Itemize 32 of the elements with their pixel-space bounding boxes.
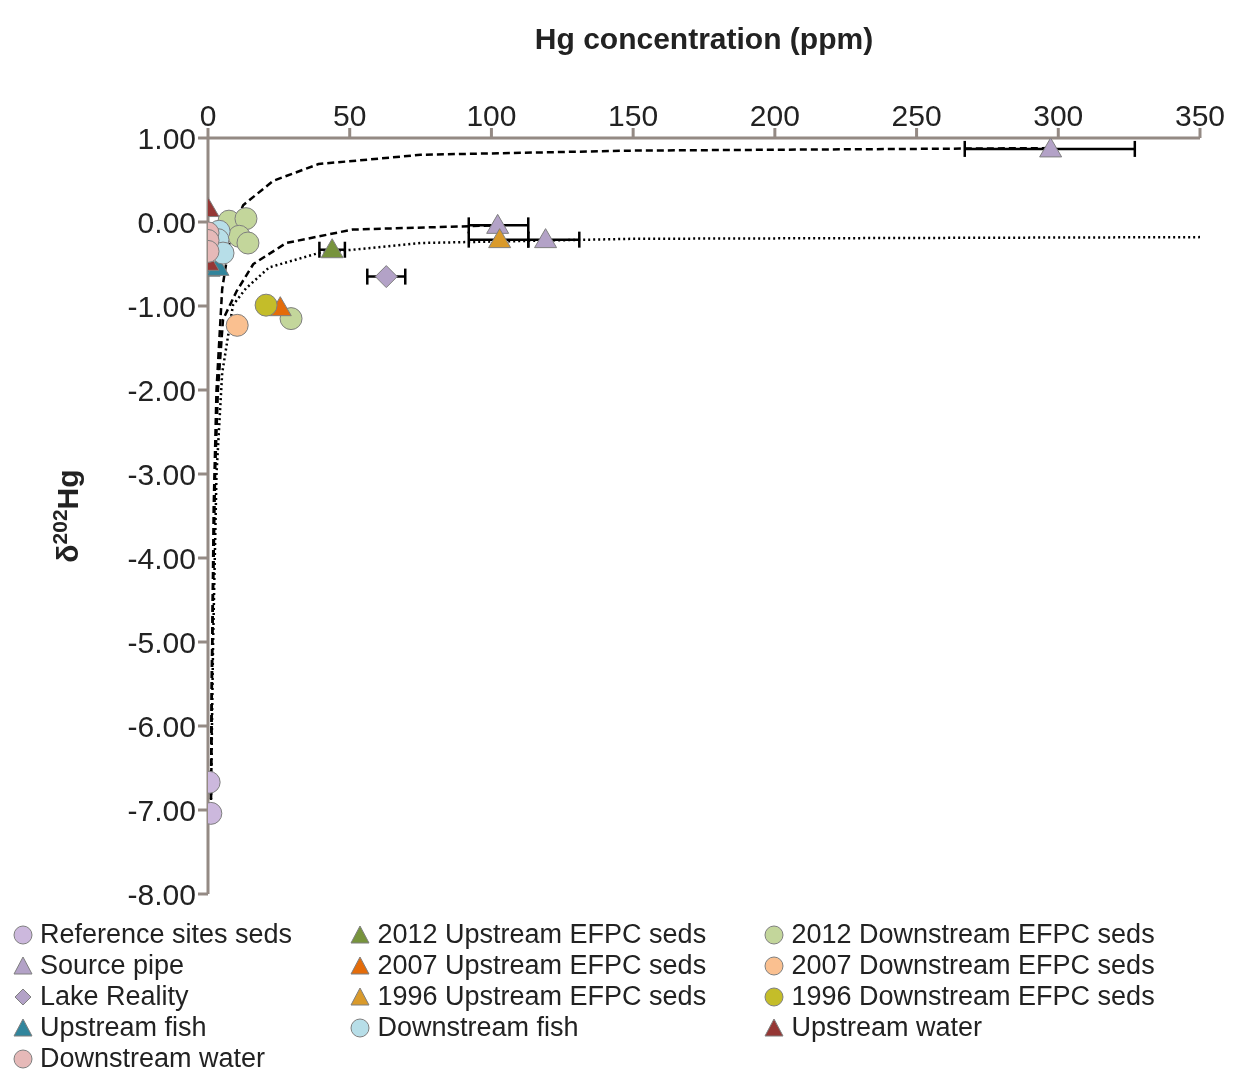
legend-label: Reference sites seds bbox=[40, 919, 293, 950]
x-tick-label: 50 bbox=[333, 99, 367, 132]
legend-label: 2012 Downstream EFPC seds bbox=[791, 919, 1155, 950]
x-tick-label: 250 bbox=[891, 99, 942, 132]
x-tick-label: 0 bbox=[199, 99, 217, 132]
legend-label: Downstream fish bbox=[377, 1012, 579, 1043]
legend-label: 2007 Upstream EFPC seds bbox=[377, 950, 707, 981]
y-tick-label: -2.00 bbox=[127, 373, 196, 407]
legend-label: 1996 Upstream EFPC seds bbox=[377, 981, 707, 1012]
y-tick-label: -3.00 bbox=[127, 457, 196, 491]
y-tick-label: -5.00 bbox=[127, 625, 196, 659]
y-tick-label: -4.00 bbox=[127, 541, 196, 575]
legend-label: Upstream fish bbox=[40, 1012, 207, 1043]
x-tick-label: 150 bbox=[608, 99, 659, 132]
y-tick-label: -1.00 bbox=[127, 289, 196, 323]
x-tick-label: 350 bbox=[1174, 99, 1226, 132]
legend-label: 2007 Downstream EFPC seds bbox=[791, 950, 1155, 981]
legend-label: Source pipe bbox=[40, 950, 185, 981]
x-tick-label: 100 bbox=[466, 99, 517, 132]
x-axis-title: Hg concentration (ppm) bbox=[534, 22, 874, 56]
legend-label: 2012 Upstream EFPC seds bbox=[377, 919, 707, 950]
x-tick-label: 200 bbox=[749, 99, 800, 132]
y-tick-label: -6.00 bbox=[127, 709, 196, 743]
y-tick-label: -7.00 bbox=[127, 793, 196, 827]
legend-label: Upstream water bbox=[791, 1012, 983, 1043]
legend-label: Lake Reality bbox=[40, 981, 189, 1012]
y-tick-label: 1.00 bbox=[137, 121, 196, 155]
y-tick-label: -8.00 bbox=[127, 877, 196, 911]
y-tick-label: 0.00 bbox=[137, 205, 196, 239]
legend-label: Downstream water bbox=[40, 1043, 266, 1074]
x-tick-label: 300 bbox=[1033, 99, 1084, 132]
legend-label: 1996 Downstream EFPC seds bbox=[791, 981, 1155, 1012]
